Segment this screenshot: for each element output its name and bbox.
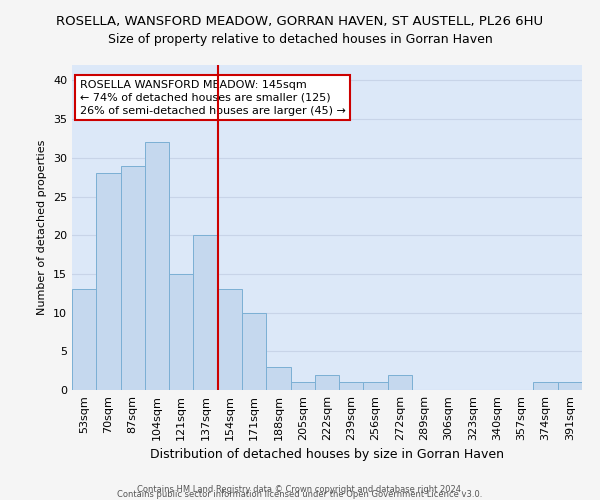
Bar (558, 382, 582, 390)
Bar (266, 367, 290, 390)
Text: ROSELLA WANSFORD MEADOW: 145sqm
← 74% of detached houses are smaller (125)
26% o: ROSELLA WANSFORD MEADOW: 145sqm ← 74% of… (80, 80, 346, 116)
Bar (315, 374, 339, 390)
Bar (218, 290, 242, 390)
Bar (388, 374, 412, 390)
Bar (169, 274, 193, 390)
Bar (96, 174, 121, 390)
Text: Size of property relative to detached houses in Gorran Haven: Size of property relative to detached ho… (107, 32, 493, 46)
Text: Contains HM Land Registry data © Crown copyright and database right 2024.: Contains HM Land Registry data © Crown c… (137, 484, 463, 494)
Text: Contains public sector information licensed under the Open Government Licence v3: Contains public sector information licen… (118, 490, 482, 499)
Text: ROSELLA, WANSFORD MEADOW, GORRAN HAVEN, ST AUSTELL, PL26 6HU: ROSELLA, WANSFORD MEADOW, GORRAN HAVEN, … (56, 15, 544, 28)
Bar (193, 235, 218, 390)
Bar (290, 382, 315, 390)
Bar (145, 142, 169, 390)
Bar (533, 382, 558, 390)
Bar (72, 290, 96, 390)
Bar (242, 312, 266, 390)
Bar (364, 382, 388, 390)
Bar (339, 382, 364, 390)
Bar (121, 166, 145, 390)
Y-axis label: Number of detached properties: Number of detached properties (37, 140, 47, 315)
X-axis label: Distribution of detached houses by size in Gorran Haven: Distribution of detached houses by size … (150, 448, 504, 462)
